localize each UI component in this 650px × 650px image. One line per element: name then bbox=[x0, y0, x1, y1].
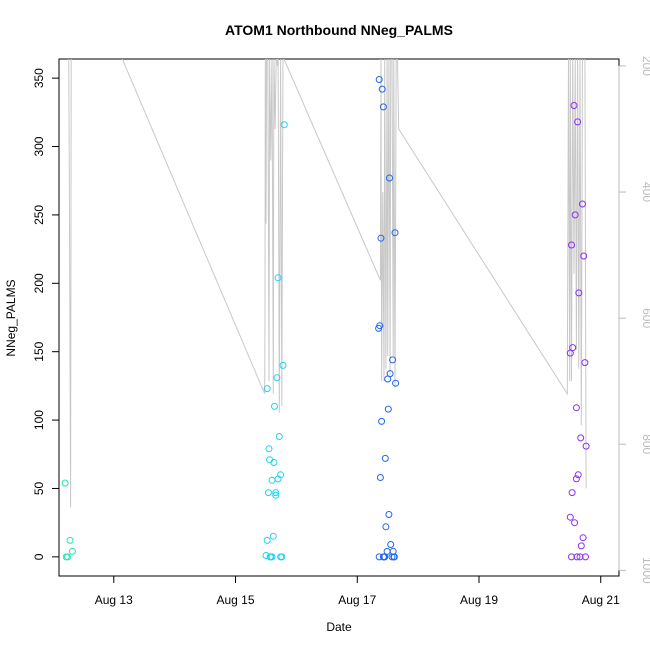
data-point bbox=[572, 475, 580, 483]
data-point bbox=[570, 102, 578, 109]
data-point bbox=[378, 85, 386, 93]
x-tick-label: Aug 21 bbox=[582, 593, 620, 607]
data-point bbox=[377, 234, 385, 242]
data-point bbox=[581, 359, 589, 367]
data-point bbox=[268, 476, 276, 484]
y-tick-label: 250 bbox=[32, 205, 46, 225]
points-layer bbox=[61, 76, 590, 561]
data-point bbox=[275, 433, 283, 440]
data-point bbox=[577, 542, 585, 550]
data-point bbox=[272, 491, 280, 499]
data-point bbox=[572, 404, 580, 412]
data-point bbox=[66, 536, 74, 544]
data-point bbox=[266, 456, 274, 464]
data-point bbox=[375, 76, 383, 83]
data-point bbox=[379, 103, 387, 111]
data-point bbox=[385, 511, 393, 518]
x-tick-label: Aug 19 bbox=[460, 593, 498, 607]
data-point bbox=[381, 454, 389, 462]
data-point bbox=[378, 417, 386, 425]
data-point bbox=[566, 513, 574, 521]
data-point bbox=[263, 536, 271, 544]
data-point bbox=[266, 553, 274, 561]
y-tick-label: 350 bbox=[32, 68, 46, 88]
data-point bbox=[579, 200, 586, 208]
y-axis-label: NNeg_PALMS bbox=[4, 279, 18, 356]
data-point bbox=[568, 241, 575, 249]
y-tick-label: 100 bbox=[32, 410, 46, 430]
data-point bbox=[380, 553, 388, 561]
data-point bbox=[391, 229, 399, 237]
data-point bbox=[68, 547, 76, 555]
y2-tick-label: 800 bbox=[640, 434, 650, 454]
data-point bbox=[392, 379, 400, 387]
y-tick-label: 200 bbox=[32, 273, 46, 293]
y2-tick-label: 400 bbox=[640, 182, 650, 202]
data-point bbox=[575, 289, 583, 297]
x-tick-label: Aug 15 bbox=[216, 593, 254, 607]
data-point bbox=[280, 121, 288, 129]
y2-tick-label: 600 bbox=[640, 308, 650, 328]
data-point bbox=[273, 374, 281, 382]
plot-box bbox=[58, 58, 620, 577]
x-tick-label: Aug 13 bbox=[95, 593, 133, 607]
data-point bbox=[279, 361, 287, 369]
data-point bbox=[569, 344, 577, 352]
chart-title: ATOM1 Northbound NNeg_PALMS bbox=[225, 22, 453, 38]
y-tick-label: 300 bbox=[32, 136, 46, 156]
y-axis: 0 50 100 150 200 250 300 350 bbox=[32, 68, 60, 560]
y2-tick-label: 200 bbox=[640, 56, 650, 76]
data-point bbox=[574, 118, 582, 126]
data-point bbox=[579, 534, 587, 542]
x-tick-label: Aug 17 bbox=[338, 593, 376, 607]
data-point bbox=[383, 547, 391, 555]
data-point bbox=[375, 553, 383, 561]
y-tick-label: 0 bbox=[32, 553, 46, 560]
secondary-series-line bbox=[68, 59, 587, 508]
data-point bbox=[272, 489, 280, 497]
x-axis-label: Date bbox=[326, 620, 352, 634]
data-point bbox=[386, 174, 393, 182]
data-point bbox=[264, 489, 272, 497]
data-point bbox=[390, 553, 398, 561]
data-point bbox=[274, 274, 282, 282]
data-point bbox=[582, 442, 590, 450]
data-point bbox=[582, 553, 589, 561]
secondary-line-layer bbox=[68, 59, 587, 508]
y-tick-label: 150 bbox=[32, 341, 46, 361]
x-axis: Aug 13 Aug 15 Aug 17 Aug 19 Aug 21 bbox=[95, 575, 620, 607]
data-point bbox=[376, 474, 384, 481]
y-tick-label: 50 bbox=[32, 481, 46, 495]
data-point bbox=[265, 445, 273, 453]
data-point bbox=[61, 479, 69, 487]
data-point bbox=[387, 541, 395, 548]
data-point bbox=[568, 489, 576, 497]
data-point bbox=[577, 434, 585, 442]
data-point bbox=[384, 405, 392, 413]
data-point bbox=[571, 519, 579, 527]
data-point bbox=[64, 553, 71, 561]
data-point bbox=[571, 211, 579, 219]
data-point bbox=[270, 459, 278, 466]
data-point bbox=[271, 402, 278, 410]
data-point bbox=[274, 475, 282, 483]
data-point bbox=[382, 523, 390, 531]
data-point bbox=[376, 322, 384, 330]
data-point bbox=[277, 553, 285, 561]
data-point bbox=[389, 356, 397, 364]
data-point bbox=[263, 385, 271, 393]
data-point bbox=[269, 532, 277, 540]
y2-axis: 200 400 600 800 1000 bbox=[618, 56, 650, 584]
data-point bbox=[386, 370, 394, 378]
data-point bbox=[574, 471, 582, 479]
data-point bbox=[573, 553, 581, 561]
data-point bbox=[580, 252, 588, 260]
y2-tick-label: 1000 bbox=[640, 557, 650, 584]
